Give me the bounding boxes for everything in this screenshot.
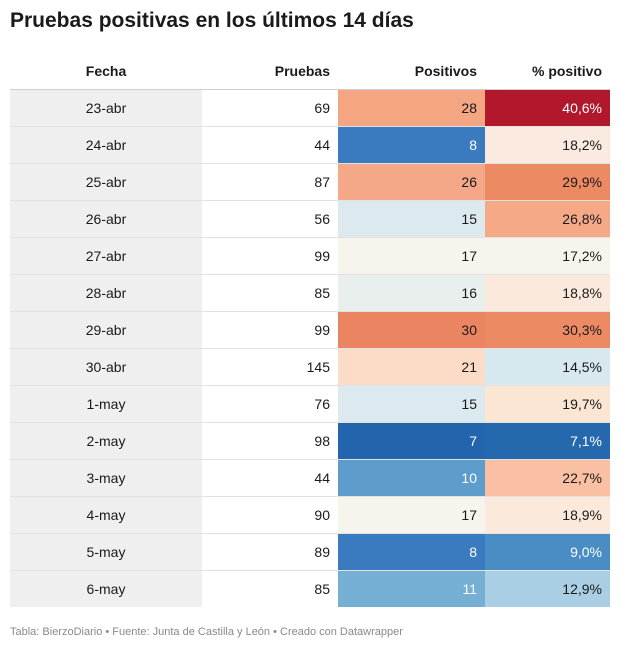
table-row: 26-abr 56 15 26,8%	[10, 200, 610, 238]
cell-pruebas: 99	[202, 311, 338, 349]
cell-positivos: 7	[338, 422, 485, 460]
cell-pruebas: 76	[202, 385, 338, 423]
cell-positivos: 10	[338, 459, 485, 497]
header-pruebas[interactable]: Pruebas	[202, 53, 338, 90]
cell-pct-positivo: 29,9%	[485, 163, 610, 201]
cell-pruebas: 85	[202, 274, 338, 312]
cell-positivos: 28	[338, 89, 485, 127]
cell-pruebas: 98	[202, 422, 338, 460]
cell-fecha: 23-abr	[10, 89, 202, 127]
cell-fecha: 2-may	[10, 422, 202, 460]
cell-pct-positivo: 18,2%	[485, 126, 610, 164]
cell-pct-positivo: 30,3%	[485, 311, 610, 349]
table-row: 27-abr 99 17 17,2%	[10, 237, 610, 275]
table-row: 2-may 98 7 7,1%	[10, 422, 610, 460]
cell-pct-positivo: 7,1%	[485, 422, 610, 460]
table-row: 5-may 89 8 9,0%	[10, 533, 610, 571]
cell-pct-positivo: 19,7%	[485, 385, 610, 423]
table-row: 23-abr 69 28 40,6%	[10, 89, 610, 127]
cell-pct-positivo: 9,0%	[485, 533, 610, 571]
cell-fecha: 29-abr	[10, 311, 202, 349]
table-row: 4-may 90 17 18,9%	[10, 496, 610, 534]
footer-credits: Tabla: BierzoDiario • Fuente: Junta de C…	[10, 626, 403, 638]
cell-positivos: 16	[338, 274, 485, 312]
cell-pruebas: 56	[202, 200, 338, 238]
cell-pct-positivo: 18,9%	[485, 496, 610, 534]
cell-fecha: 28-abr	[10, 274, 202, 312]
cell-positivos: 30	[338, 311, 485, 349]
cell-pct-positivo: 26,8%	[485, 200, 610, 238]
cell-pct-positivo: 12,9%	[485, 570, 610, 607]
cell-pct-positivo: 40,6%	[485, 89, 610, 127]
cell-fecha: 30-abr	[10, 348, 202, 386]
cell-fecha: 3-may	[10, 459, 202, 497]
table-row: 3-may 44 10 22,7%	[10, 459, 610, 497]
cell-pruebas: 85	[314, 581, 330, 597]
header-pct-positivo[interactable]: % positivo	[485, 53, 610, 90]
table-row: 25-abr 87 26 29,9%	[10, 163, 610, 201]
cell-fecha: 26-abr	[10, 200, 202, 238]
cell-pruebas: 145	[202, 348, 338, 386]
cell-fecha: 27-abr	[10, 237, 202, 275]
cell-positivos: 15	[338, 200, 485, 238]
cell-pruebas: 99	[202, 237, 338, 275]
cell-fecha: 5-may	[10, 533, 202, 571]
cell-fecha: 4-may	[10, 496, 202, 534]
cell-pruebas: 44	[202, 459, 338, 497]
cell-pruebas: 44	[202, 126, 338, 164]
cell-pct-positivo: 22,7%	[485, 459, 610, 497]
cell-positivos: 21	[338, 348, 485, 386]
header-fecha[interactable]: Fecha	[10, 53, 202, 90]
cell-pruebas: 90	[202, 496, 338, 534]
cell-positivos: 17	[338, 496, 485, 534]
table-row: 30-abr 145 21 14,5%	[10, 348, 610, 386]
data-table: Fecha Pruebas Positivos % positivo 23-ab…	[10, 53, 610, 607]
table-row: 1-may 76 15 19,7%	[10, 385, 610, 423]
table-body: 23-abr 69 28 40,6% 24-abr 44 8 18,2% 25-abr 87 26 2…	[10, 89, 610, 607]
cell-pct-positivo: 17,2%	[485, 237, 610, 275]
cell-fecha: 24-abr	[10, 126, 202, 164]
table-header: Fecha Pruebas Positivos % positivo	[10, 53, 610, 90]
page-title: Pruebas positivas en los últimos 14 días	[10, 9, 414, 32]
table-row: 24-abr 44 8 18,2%	[10, 126, 610, 164]
cell-positivos: 8	[338, 126, 485, 164]
table-row: 6-may 85 11 12,9%	[10, 570, 610, 607]
cell-positivos: 8	[338, 533, 485, 571]
cell-pct-positivo: 14,5%	[485, 348, 610, 386]
cell-positivos: 15	[338, 385, 485, 423]
header-positivos[interactable]: Positivos	[338, 53, 485, 90]
cell-pruebas: 89	[202, 533, 338, 571]
cell-positivos: 26	[338, 163, 485, 201]
cell-fecha: 1-may	[10, 385, 202, 423]
cell-positivos: 17	[338, 237, 485, 275]
cell-fecha: 25-abr	[10, 163, 202, 201]
cell-fecha: 6-may	[10, 570, 202, 607]
table-row: 29-abr 99 30 30,3%	[10, 311, 610, 349]
cell-pct-positivo: 18,8%	[485, 274, 610, 312]
cell-pruebas: 87	[202, 163, 338, 201]
cell-positivos: 11	[338, 570, 485, 607]
table-row: 28-abr 85 16 18,8%	[10, 274, 610, 312]
cell-pruebas: 69	[202, 89, 338, 127]
